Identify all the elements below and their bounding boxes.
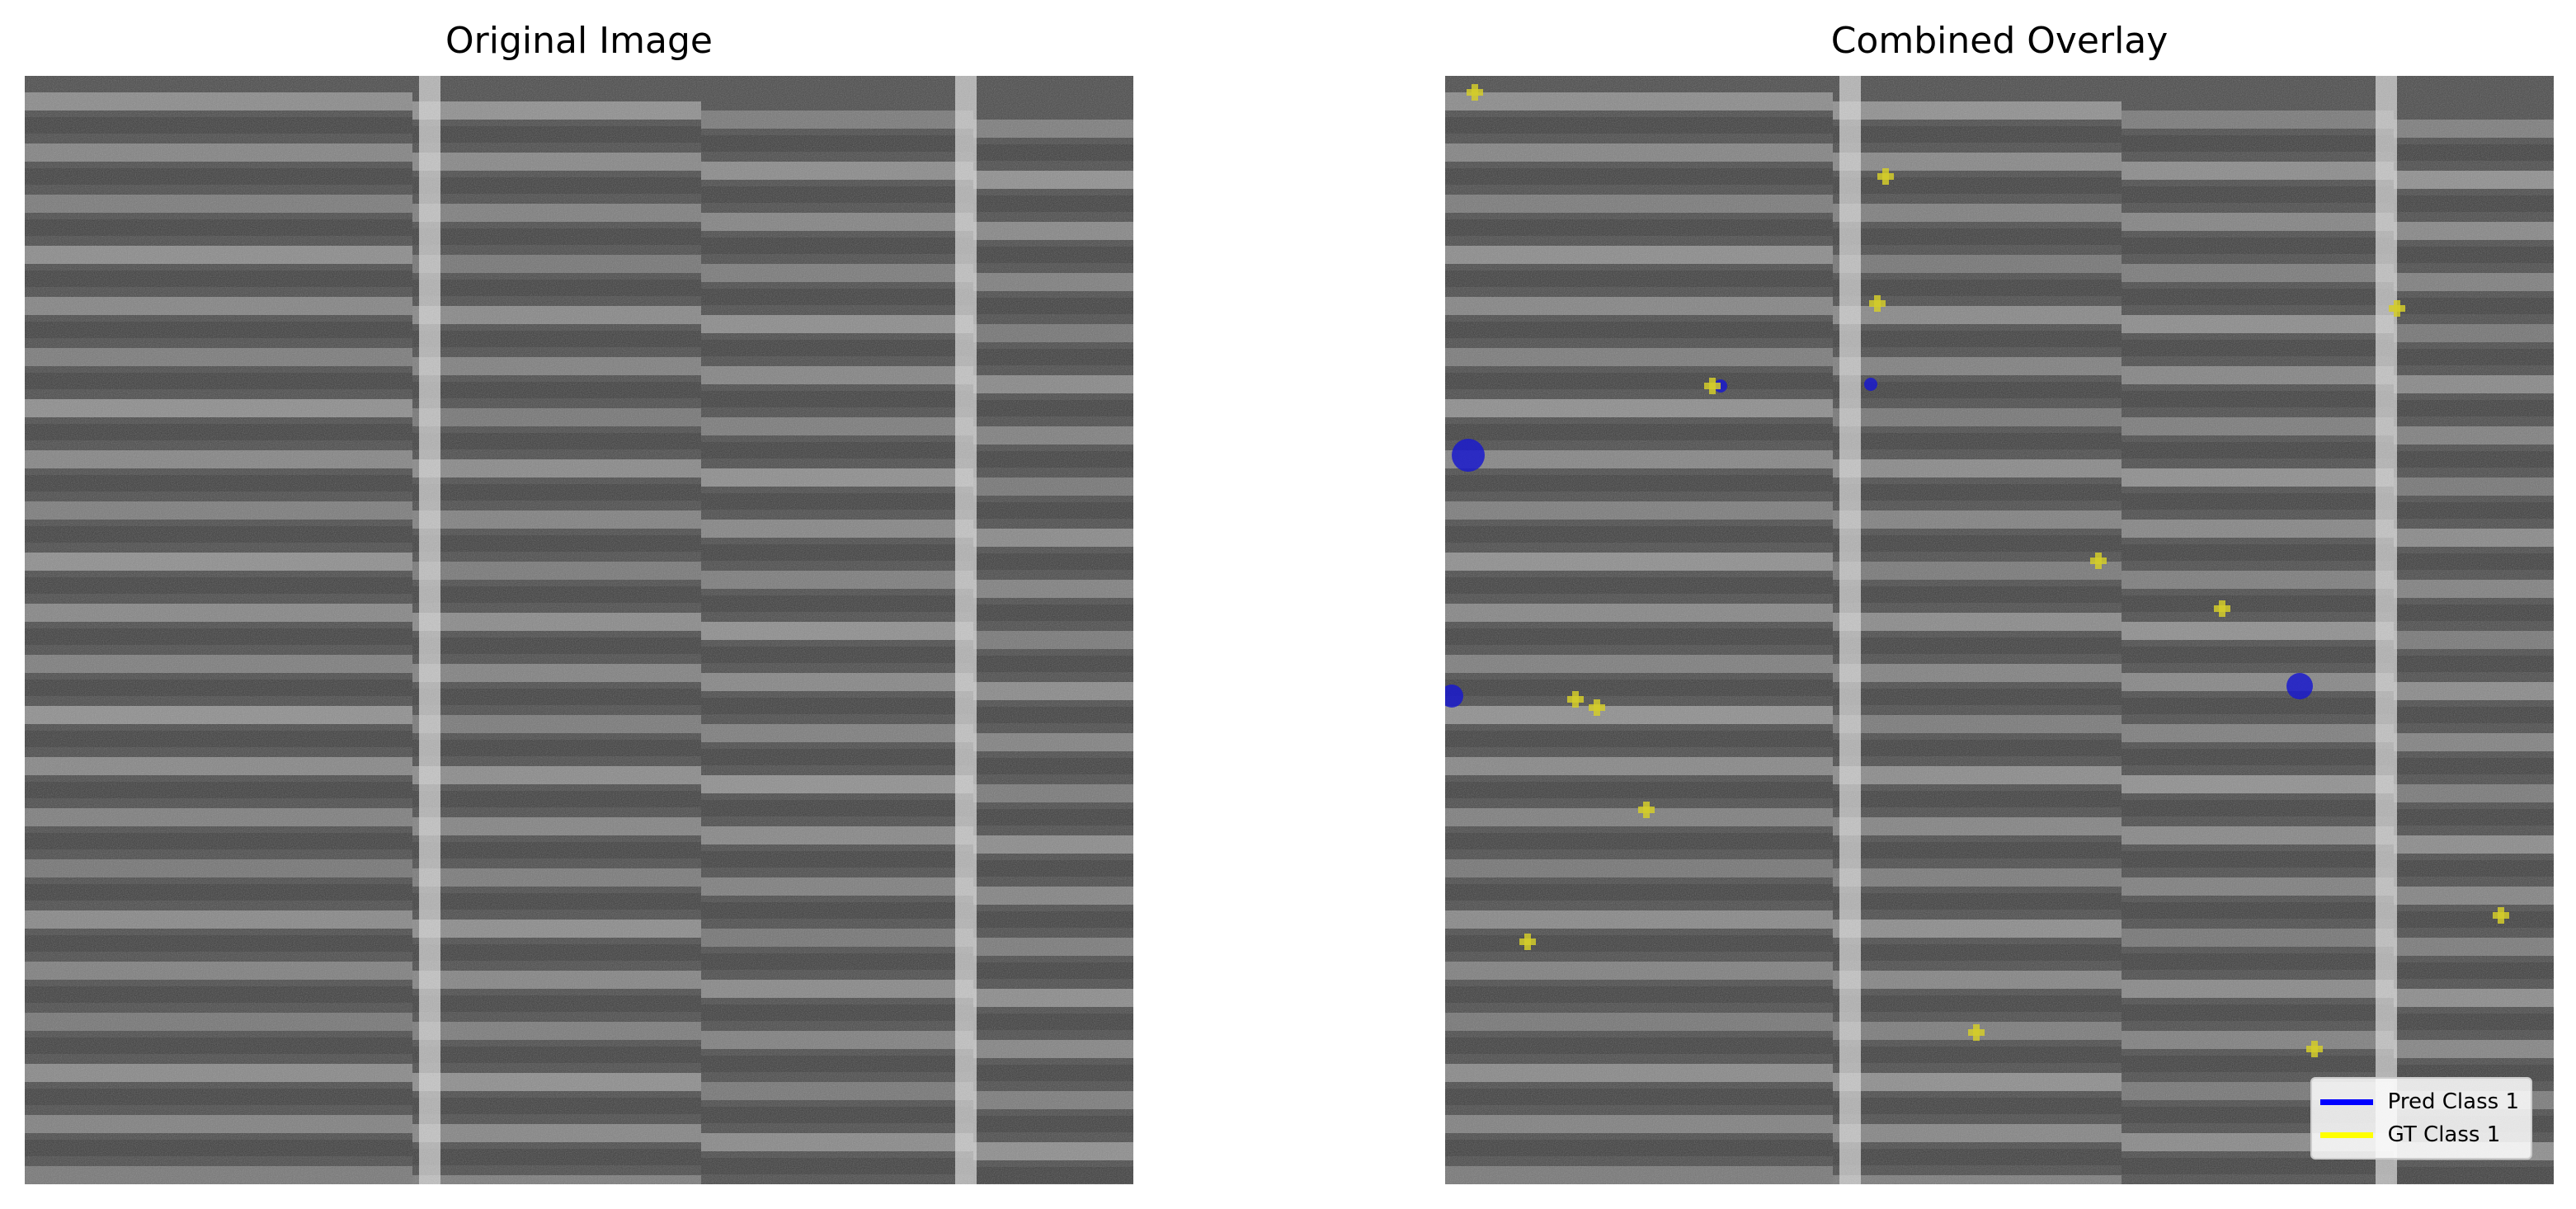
gt-marker — [2214, 600, 2230, 617]
pred-marker — [2286, 673, 2313, 699]
legend-label-pred: Pred Class 1 — [2387, 1089, 2519, 1114]
gt-marker — [1467, 84, 1483, 101]
gt-marker — [1968, 1024, 1985, 1041]
legend-label-gt: GT Class 1 — [2387, 1122, 2501, 1147]
legend-swatch-pred — [2319, 1098, 2373, 1105]
gt-marker — [2306, 1041, 2323, 1057]
gt-marker — [1869, 295, 1886, 312]
gt-marker — [1519, 934, 1536, 950]
combined-overlay-title: Combined Overlay — [1830, 20, 2169, 62]
gt-marker — [1567, 691, 1584, 708]
gt-marker — [1704, 378, 1721, 394]
legend: Pred Class 1 GT Class 1 — [2310, 1077, 2532, 1160]
combined-overlay-panel: Combined Overlay Pred Class 1 GT Class 1 — [1445, 16, 2554, 1188]
gt-marker — [2389, 300, 2405, 317]
pred-marker — [1864, 378, 1877, 391]
legend-item-pred: Pred Class 1 — [2319, 1085, 2519, 1118]
overlay-microscopy-image: Pred Class 1 GT Class 1 — [1445, 76, 2554, 1184]
gt-marker — [2493, 907, 2509, 924]
microscopy-image-graphic — [25, 76, 1133, 1184]
overlay-image-graphic — [1445, 76, 2554, 1184]
pred-marker — [1452, 439, 1485, 472]
original-image-panel: Original Image — [25, 16, 1133, 1188]
texture-noise — [25, 76, 1133, 1184]
gt-marker — [1877, 168, 1894, 185]
original-image-title: Original Image — [445, 20, 713, 62]
texture-noise — [1445, 76, 2554, 1184]
original-microscopy-image — [25, 76, 1133, 1184]
pred-marker — [1445, 684, 1463, 708]
gt-marker — [1638, 802, 1655, 818]
gt-marker — [2090, 553, 2107, 569]
legend-swatch-gt — [2319, 1131, 2373, 1138]
gt-marker — [1589, 699, 1605, 716]
legend-item-gt: GT Class 1 — [2319, 1118, 2519, 1151]
